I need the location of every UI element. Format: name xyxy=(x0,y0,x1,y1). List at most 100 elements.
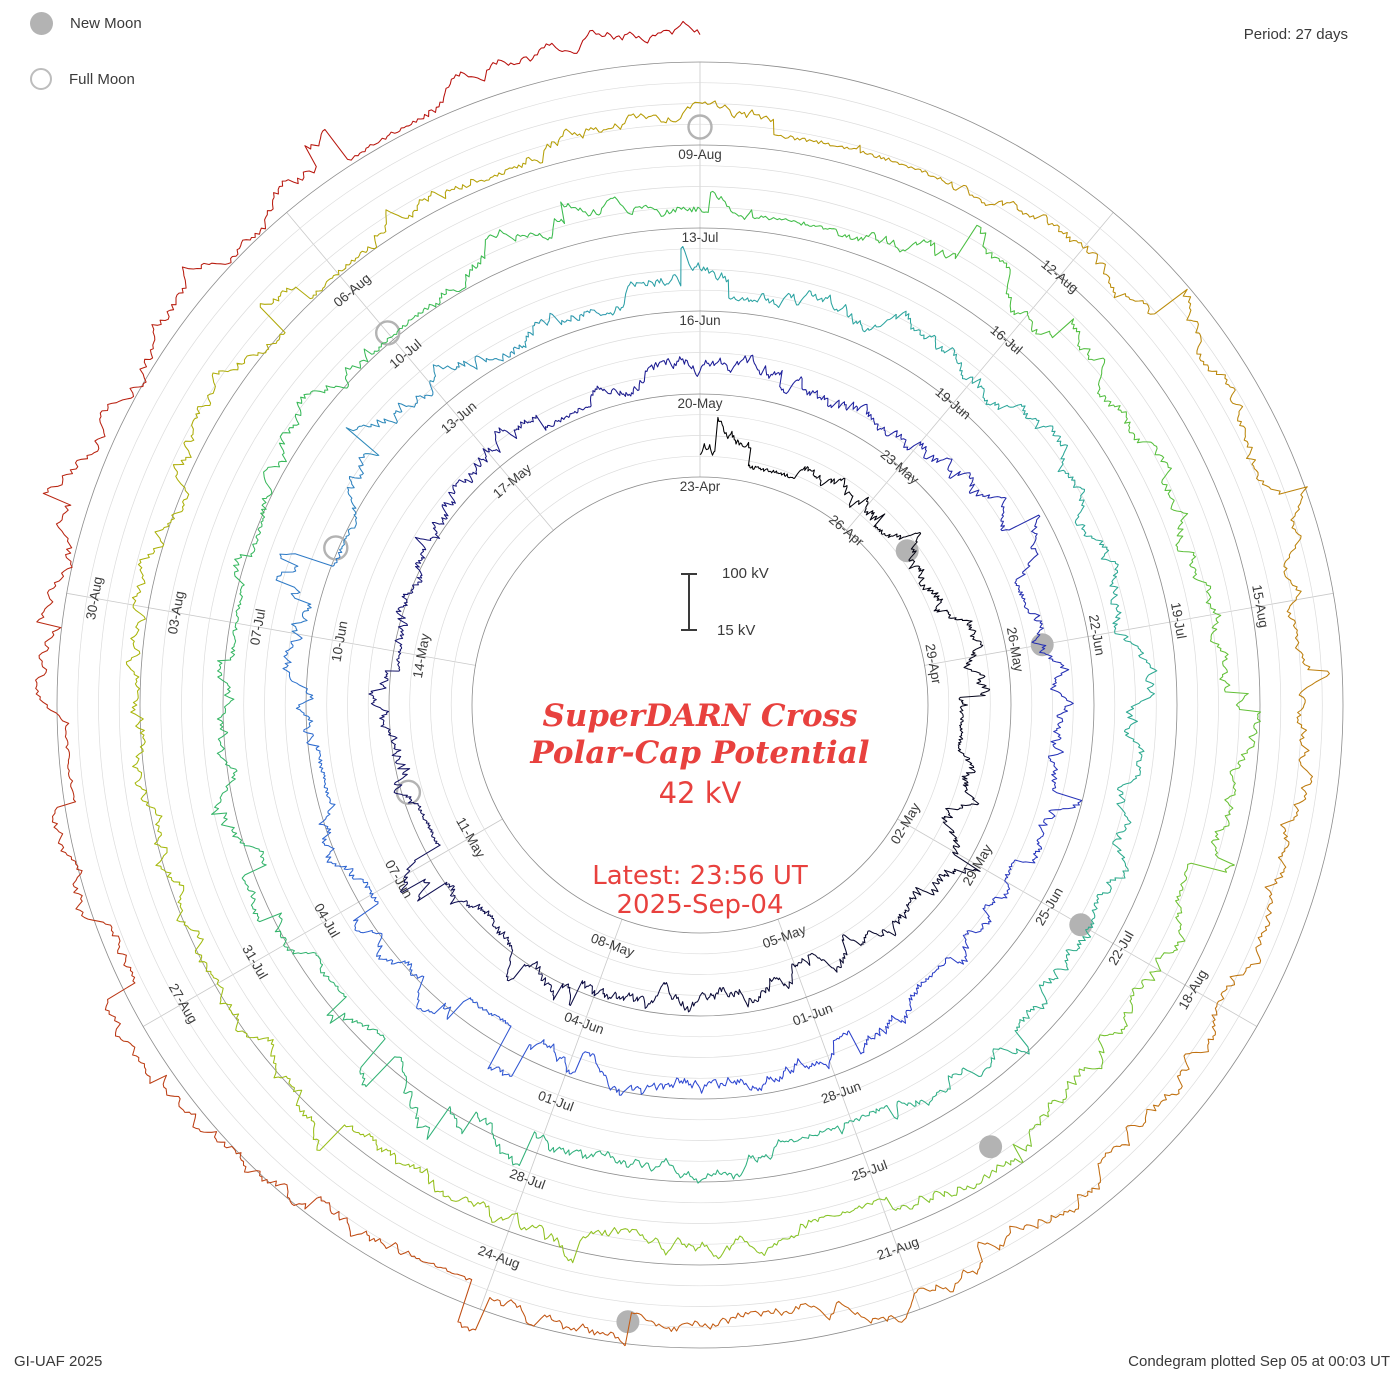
date-label: 25-Jul xyxy=(850,1157,890,1184)
potential-trace-segment xyxy=(699,100,833,147)
potential-trace-segment xyxy=(699,190,814,227)
date-label: 17-May xyxy=(490,461,534,502)
potential-trace-segment xyxy=(35,589,70,742)
date-label: 07-Jul xyxy=(247,608,268,647)
potential-trace-segment xyxy=(947,1013,1030,1085)
potential-trace-segment xyxy=(350,1230,474,1332)
kv-scale-bar xyxy=(681,573,697,631)
potential-trace-segment xyxy=(169,197,275,311)
potential-trace-segment xyxy=(303,727,336,818)
potential-trace-segment xyxy=(429,344,520,383)
potential-trace-segment xyxy=(625,356,701,397)
potential-trace-segment xyxy=(1107,400,1175,501)
period-label: Period: 27 days xyxy=(1243,26,1348,43)
potential-trace-segment xyxy=(919,441,984,497)
potential-trace-segment xyxy=(337,190,446,275)
potential-trace-segment xyxy=(851,1084,951,1123)
potential-trace-segment xyxy=(930,224,1029,316)
date-label: 29-Apr xyxy=(922,643,944,686)
potential-trace-segment xyxy=(699,266,797,309)
date-label: 20-May xyxy=(677,396,722,411)
date-label: 30-Aug xyxy=(83,575,105,620)
date-label: 28-Jun xyxy=(819,1078,863,1106)
scale-bar-line xyxy=(688,573,690,631)
chart-title-line2: Polar-Cap Potential xyxy=(530,735,870,771)
potential-trace-segment xyxy=(283,945,363,1025)
potential-trace-segment xyxy=(959,184,1084,249)
potential-trace-segment xyxy=(933,600,984,658)
date-label: 04-Jun xyxy=(562,1009,606,1037)
date-label: 24-Aug xyxy=(476,1243,522,1272)
potential-trace-segment xyxy=(699,354,780,379)
potential-trace-segment xyxy=(771,1293,915,1324)
potential-trace-segment xyxy=(624,1310,772,1346)
potential-trace-segment xyxy=(94,309,171,446)
full-moon-marker xyxy=(395,779,422,805)
potential-trace-segment xyxy=(345,382,434,456)
potential-trace-segment xyxy=(814,474,869,508)
potential-trace-segment xyxy=(1087,831,1129,930)
potential-trace-segment xyxy=(172,362,243,480)
potential-trace-segment xyxy=(971,378,1061,438)
date-label: 09-Aug xyxy=(678,147,722,162)
potential-trace-segment xyxy=(394,583,419,653)
potential-trace-segment xyxy=(380,723,411,795)
potential-trace-segment xyxy=(913,1219,1039,1294)
potential-trace-segment xyxy=(368,651,402,724)
potential-trace-segment xyxy=(260,405,302,518)
potential-trace-segment xyxy=(1083,245,1200,334)
potential-trace-segment xyxy=(583,196,701,217)
date-label: 11-May xyxy=(453,815,488,861)
date-label: 14-May xyxy=(410,632,433,679)
potential-trace-segment xyxy=(756,466,816,479)
potential-trace-segment xyxy=(958,656,991,721)
potential-trace-segment xyxy=(1091,535,1122,632)
new-moon-marker xyxy=(895,539,919,563)
potential-trace-segment xyxy=(296,336,392,407)
potential-trace-segment xyxy=(231,1146,352,1237)
potential-trace-segment xyxy=(233,516,265,624)
potential-trace-segment xyxy=(239,842,287,946)
current-potential-value: 42 kV xyxy=(658,776,742,810)
potential-trace-segment xyxy=(359,1023,423,1129)
potential-trace-segment xyxy=(733,963,796,1008)
potential-trace-segment xyxy=(752,1120,852,1163)
potential-trace-segment xyxy=(909,851,981,904)
potential-trace-segment xyxy=(1116,729,1145,833)
potential-trace-segment xyxy=(487,1014,567,1077)
spiral-traces xyxy=(35,20,1330,1347)
date-label: 06-Aug xyxy=(331,271,374,310)
potential-trace-segment xyxy=(1014,563,1044,646)
potential-trace-segment xyxy=(132,737,168,867)
date-label: 23-Apr xyxy=(680,479,721,494)
potential-trace-segment xyxy=(795,290,897,333)
date-label: 22-Jun xyxy=(1086,613,1108,656)
potential-trace-segment xyxy=(273,125,410,198)
date-label: 13-Jun xyxy=(438,399,479,437)
potential-trace-segment xyxy=(1143,1003,1218,1125)
potential-trace-segment xyxy=(543,20,701,54)
potential-trace-segment xyxy=(1196,332,1257,467)
new-moon-label: New Moon xyxy=(70,14,142,32)
potential-trace-segment xyxy=(1210,736,1256,866)
potential-trace-segment xyxy=(1004,809,1056,882)
potential-trace-segment xyxy=(1084,970,1161,1070)
potential-trace-segment xyxy=(1003,1067,1085,1167)
potential-trace-segment xyxy=(557,385,627,423)
chart-title-line1: SuperDARN Cross xyxy=(542,698,858,734)
date-label: 10-Jul xyxy=(386,336,424,371)
potential-trace-segment xyxy=(339,454,365,551)
potential-trace-segment xyxy=(275,549,343,635)
potential-trace-segment xyxy=(606,245,701,316)
potential-trace-segment xyxy=(637,1232,765,1260)
full-moon-marker xyxy=(687,114,713,140)
potential-trace-segment xyxy=(941,784,980,855)
date-label: 19-Jun xyxy=(932,384,973,422)
date-label: 05-May xyxy=(761,922,809,952)
scale-bar-bottom-tick xyxy=(681,629,697,631)
potential-trace-segment xyxy=(282,633,314,729)
date-label: 10-Jun xyxy=(328,620,350,663)
potential-trace-segment xyxy=(543,1134,647,1169)
potential-trace-segment xyxy=(563,101,701,139)
potential-trace-segment xyxy=(744,1058,831,1092)
